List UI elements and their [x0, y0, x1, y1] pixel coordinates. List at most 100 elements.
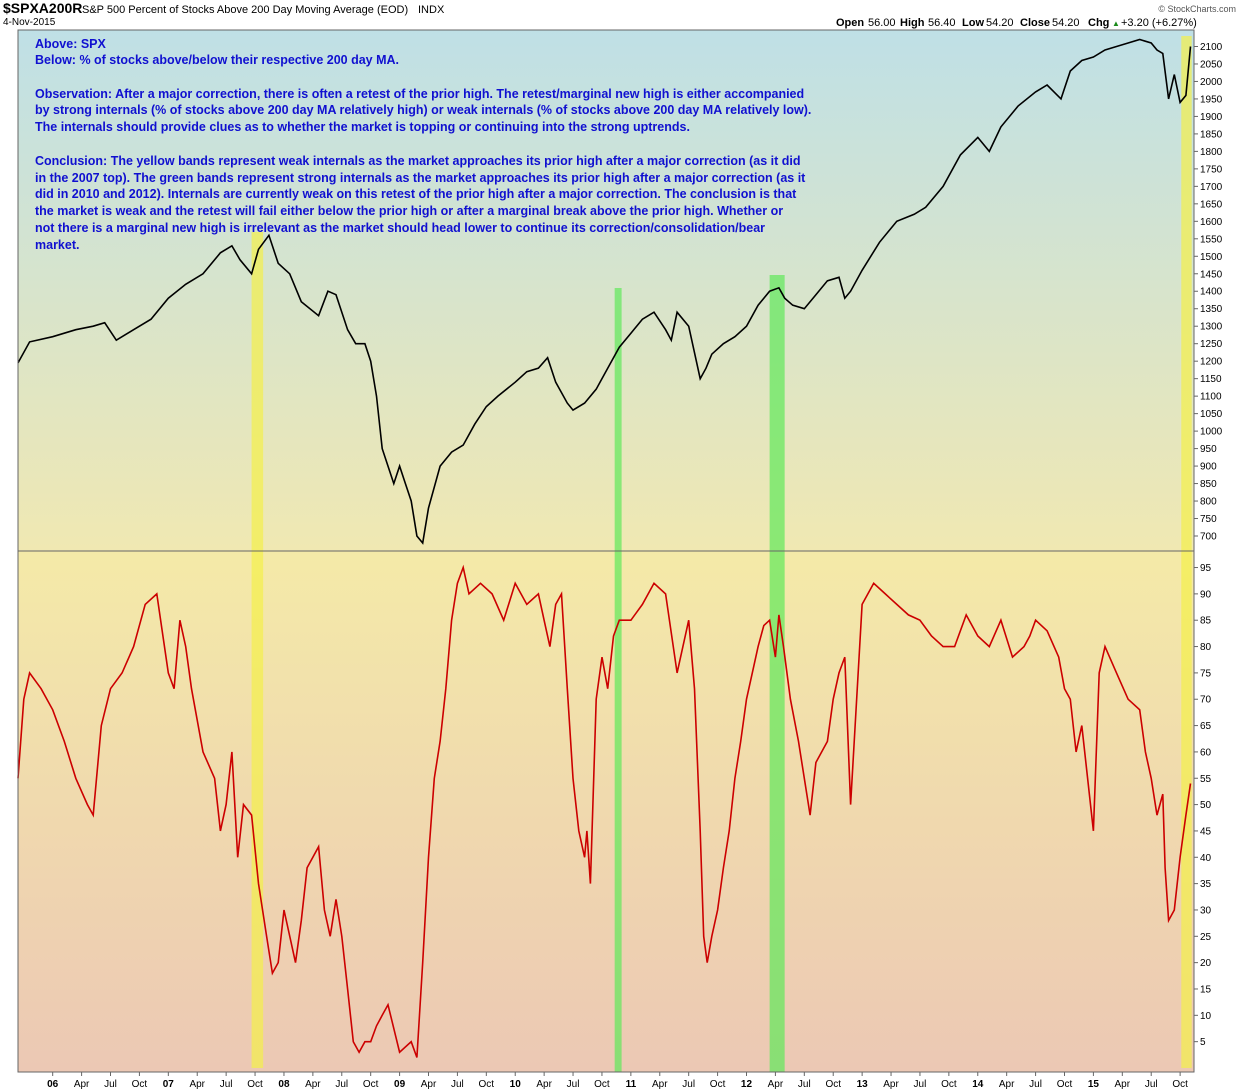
spx-y-tick-label: 1650: [1200, 199, 1223, 210]
pct-y-tick-label: 35: [1200, 879, 1212, 890]
close-value: 54.20: [1052, 17, 1080, 29]
x-tick-label: Oct: [825, 1079, 841, 1090]
spx-y-tick-label: 1900: [1200, 112, 1223, 123]
x-tick-label: Oct: [594, 1079, 610, 1090]
x-tick-label: Oct: [1057, 1079, 1073, 1090]
annotation-line-5: The internals should provide clues as to…: [35, 120, 690, 134]
pct-y-tick-label: 55: [1200, 774, 1212, 785]
x-tick-label: Oct: [247, 1079, 263, 1090]
x-tick-label: Jul: [567, 1079, 580, 1090]
x-tick-label: Jul: [220, 1079, 233, 1090]
chg-label: Chg: [1088, 17, 1109, 29]
x-tick-label: Jul: [1029, 1079, 1042, 1090]
x-tick-label: Apr: [189, 1079, 205, 1090]
pct-y-tick-label: 5: [1200, 1037, 1206, 1048]
highlight-band-yellow: [1181, 36, 1192, 1068]
open-value: 56.00: [868, 17, 896, 29]
x-tick-label: 11: [626, 1079, 637, 1090]
x-tick-label: Apr: [768, 1079, 784, 1090]
pct-y-tick-label: 85: [1200, 616, 1212, 627]
pct-y-tick-label: 30: [1200, 905, 1212, 916]
annotation-line-4: by strong internals (% of stocks above 2…: [35, 103, 811, 117]
spx-line: [17, 38, 1192, 545]
highlight-bands: [251, 36, 1192, 1072]
low-label: Low: [962, 17, 984, 29]
x-tick-label: Apr: [652, 1079, 668, 1090]
spx-y-tick-label: 1250: [1200, 339, 1223, 350]
x-tick-label: 10: [510, 1079, 522, 1090]
x-tick-label: Oct: [941, 1079, 957, 1090]
annotation-line-2: Below: % of stocks above/below their res…: [35, 53, 399, 67]
spx-y-tick-label: 1550: [1200, 234, 1223, 245]
x-tick-label: Apr: [999, 1079, 1015, 1090]
spx-y-tick-label: 2050: [1200, 59, 1223, 70]
spx-y-tick-label: 1150: [1200, 374, 1222, 385]
x-tick-label: Apr: [536, 1079, 552, 1090]
date-x-axis: 06 Apr Jul Oct 07 Apr Jul Oct 08 Apr Jul Oct 09 Apr Ju…: [47, 1072, 1188, 1090]
spx-y-tick-label: 950: [1200, 444, 1217, 455]
annotation-line-11: market.: [35, 238, 79, 252]
x-tick-label: Oct: [710, 1079, 726, 1090]
spx-y-tick-label: 2000: [1200, 77, 1223, 88]
spx-y-tick-label: 1800: [1200, 147, 1223, 158]
spx-y-tick-label: 800: [1200, 497, 1217, 508]
pct-y-tick-label: 90: [1200, 589, 1212, 600]
x-tick-label: Jul: [798, 1079, 811, 1090]
spx-y-tick-label: 2100: [1200, 42, 1223, 53]
x-tick-label: Apr: [883, 1079, 899, 1090]
pct-y-tick-label: 40: [1200, 853, 1212, 864]
ohlc-summary: Open 56.00 High 56.40 Low 54.20 Close 54…: [836, 17, 1197, 29]
spx-y-tick-label: 1200: [1200, 357, 1223, 368]
spx-price-series: [17, 38, 1192, 545]
spx-y-tick-label: 1700: [1200, 182, 1223, 193]
highlight-band-yellow: [251, 232, 264, 1068]
annotation-line-6: Conclusion: The yellow bands represent w…: [35, 154, 800, 168]
x-tick-label: 06: [47, 1079, 59, 1090]
chg-arrow-icon: ▲: [1112, 19, 1120, 28]
annotation-block: Above: SPX Below: % of stocks above/belo…: [35, 37, 811, 252]
annotation-line-9: the market is weak and the retest will f…: [35, 204, 783, 218]
highlight-band-green: [769, 275, 785, 1072]
low-value: 54.20: [986, 17, 1014, 29]
spx-y-tick-label: 1950: [1200, 94, 1223, 105]
pct-y-tick-label: 45: [1200, 826, 1212, 837]
annotation-line-8: did in 2010 and 2012). Internals are cur…: [35, 187, 797, 201]
pct-y-tick-label: 75: [1200, 668, 1212, 679]
annotation-line-10: not there is a marginal new high is irre…: [35, 221, 765, 235]
x-tick-label: Oct: [1172, 1079, 1188, 1090]
annotation-line-1: Above: SPX: [35, 37, 107, 51]
spx-y-tick-label: 1350: [1200, 304, 1223, 315]
pct-panel-bg: [18, 551, 1194, 1072]
x-tick-label: 09: [394, 1079, 406, 1090]
x-tick-label: Jul: [104, 1079, 117, 1090]
x-tick-label: Oct: [363, 1079, 379, 1090]
annotation-line-7: in the 2007 top). The green bands repres…: [35, 171, 806, 185]
chg-value: +3.20 (+6.27%): [1121, 17, 1197, 29]
x-tick-label: Oct: [132, 1079, 148, 1090]
x-tick-label: Jul: [335, 1079, 348, 1090]
spx-y-tick-label: 1100: [1200, 392, 1222, 403]
pct-y-tick-label: 65: [1200, 721, 1212, 732]
chart-symbol: $SPXA200R: [3, 0, 82, 16]
pct-line: [17, 564, 1192, 1058]
spx-y-tick-label: 1050: [1200, 409, 1223, 420]
x-tick-label: Jul: [1145, 1079, 1158, 1090]
spx-y-tick-label: 1450: [1200, 269, 1223, 280]
high-value: 56.40: [928, 17, 956, 29]
open-label: Open: [836, 17, 864, 29]
x-tick-label: Oct: [479, 1079, 495, 1090]
pct-y-tick-label: 25: [1200, 932, 1212, 943]
spx-panel-bg: [18, 30, 1194, 551]
x-tick-label: Jul: [682, 1079, 695, 1090]
pct-y-tick-label: 50: [1200, 800, 1212, 811]
x-tick-label: Jul: [914, 1079, 927, 1090]
spx-y-tick-label: 900: [1200, 462, 1217, 473]
chart-exchange: INDX: [418, 4, 445, 16]
pct-y-tick-label: 70: [1200, 695, 1212, 706]
x-tick-label: Jul: [451, 1079, 464, 1090]
annotation-line-3: Observation: After a major correction, t…: [35, 87, 804, 101]
spx-y-tick-label: 850: [1200, 479, 1217, 490]
spx-y-tick-label: 1600: [1200, 217, 1223, 228]
x-tick-label: Apr: [1115, 1079, 1131, 1090]
